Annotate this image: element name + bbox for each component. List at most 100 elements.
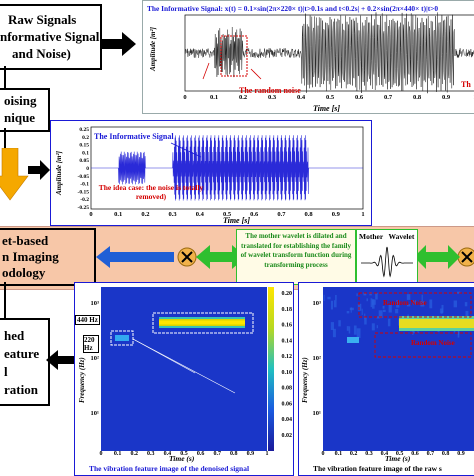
top-xtick-2: 0.2 [239,94,247,101]
rspec-ytick-1: 10² [313,355,322,362]
lspec-xtick-4: 0.4 [164,451,172,457]
noise-speck [406,304,411,307]
noise-speck [346,311,350,314]
noise-speck [371,323,375,331]
label-220hz: 220 Hz [83,335,99,353]
noise-speck [382,306,385,309]
middle-xlabel: Time [s] [223,216,250,225]
left-spectrogram-plot: 0.200.180.160.140.120.100.080.060.040.02… [78,287,293,473]
noise-speck [420,301,425,307]
ideal-case-label: The idea case: the noise is totally remo… [98,183,204,201]
noise-speck [338,320,341,327]
rspec-xtick-8: 0.8 [442,451,450,457]
arrow-left-bottom [46,350,74,370]
lspec-ytick-2: 10¹ [91,410,100,417]
top-ylabel: Amplitude [m²] [149,26,157,72]
rspec-xtick-1: 0.1 [335,451,343,457]
noise-speck [330,300,333,310]
rspec-ytick-2: 10¹ [313,410,322,417]
noise-speck [357,303,362,311]
mid-ytick-2: 0.15 [79,143,89,149]
top-xtick-6: 0.6 [355,94,364,101]
denoising-line-1: oising [4,93,37,108]
lspec-xtick-3: 0.3 [147,451,155,457]
lspec-xtick-5: 0.5 [180,451,188,457]
left-flow-line [4,66,6,88]
noise-speck [363,292,367,296]
rspec-xtick-9: 0.9 [457,451,465,457]
denoising-line-2: nique [4,110,36,125]
left-spectrogram-panel: 0.20 0.18 0.16 0.14 0.12 0.10 0.08 0.06 0.04 0.02… [74,282,294,476]
top-xtick-3: 0.3 [268,94,277,101]
top-xtick-1: 0.1 [210,94,218,101]
mother-wavelet-icon [361,246,413,278]
cbar-tick-8: 0.04 [282,417,293,423]
formula-title: The Informative Signal: x(t) = 0.1×sin(2… [147,4,439,13]
mid-ytick-5: 0 [86,166,89,172]
noise-speck [429,299,433,309]
top-signal-panel: The Informative Signal: x(t) = 0.1×sin(2… [142,0,474,114]
noise-speck [356,328,361,338]
noise-speck [370,298,373,308]
blue-left-arrow [96,246,174,268]
mid-xtick-2: 0.2 [141,211,149,218]
right-spec-caption: The vibration feature image of the raw s [313,464,442,473]
cbar-tick-7: 0.06 [282,401,293,407]
top-xlabel: Time [s] [313,104,340,113]
middle-signal-plot: 0.250.20.150.10.050-0.05-0.1-0.15-0.2-0.… [55,126,365,225]
cbar-tick-6: 0.08 [282,386,293,392]
left-spec-caption: The vibration feature image of the denoi… [89,464,249,473]
mid-ytick-6: -0.05 [78,174,90,180]
denoising-box: oising nique [0,88,50,132]
clean-signal-trace [91,135,363,201]
wavelet-method-box: et-based n Imaging odology [0,228,96,286]
noise-speck [349,307,354,311]
noise-speck [406,294,411,300]
mid-xtick-4: 0.4 [196,211,205,218]
noise-speck [464,302,468,307]
mid-ytick-10: -0.25 [78,205,90,211]
noise-speck [465,310,469,318]
mid-ytick-1: 0.2 [82,135,89,141]
arrow-right-top [100,32,136,56]
lspec-xtick-2: 0.2 [130,451,138,457]
noise-speck [378,310,383,319]
noise-speck [372,299,375,309]
mid-ytick-7: -0.1 [80,182,89,188]
noise-speck [375,292,378,300]
top-xtick-0: 0 [183,94,186,101]
label-440hz: 440 Hz [75,315,100,325]
feature-line-1: hed [4,328,25,343]
noise-speck [439,308,444,314]
noise-speck [364,316,367,325]
noise-speck [330,322,334,330]
cbar-tick-9: 0.02 [282,433,293,439]
wavelet-line-3: odology [2,265,46,280]
mid-xtick-8: 0.8 [305,211,314,218]
top-xtick-8: 0.8 [413,94,422,101]
feature-line-4: ration [4,382,38,397]
green-double-arrow-right [414,245,460,269]
noise-speck [387,318,391,327]
noise-speck [364,313,366,319]
mid-xtick-6: 0.6 [250,211,259,218]
lspec-ytick-1: 10² [91,355,100,362]
random-noise-label-top: Random Noise [383,299,427,307]
mid-ytick-8: -0.15 [78,189,90,195]
noise-speck [457,291,461,294]
rspec-xtick-0: 0 [322,451,325,457]
middle-signal-panel: 0.25 0.2 0.15 0.1 0.05 0 -0.05 -0.1 -0.15 -0.2 -0.… [50,120,372,226]
arrow-right-middle [28,160,50,180]
cbar-tick-1: 0.18 [282,307,293,313]
mid-ytick-4: 0.05 [79,158,89,164]
multiply-marker-left [177,247,197,267]
top-xtick-5: 0.5 [326,94,335,101]
mid-xtick-0: 0 [89,211,92,218]
right-spec-ylabel: Frequency (Hz) [301,357,309,403]
noise-speck [376,316,380,319]
mid-xtick-3: 0.3 [169,211,178,218]
raw-signals-line-2: nformative Signal [0,29,100,44]
noise-speck [353,325,357,335]
lspec-xtick-7: 0.7 [213,451,221,457]
left-spec-ylabel: Frequency (Hz) [78,357,86,403]
